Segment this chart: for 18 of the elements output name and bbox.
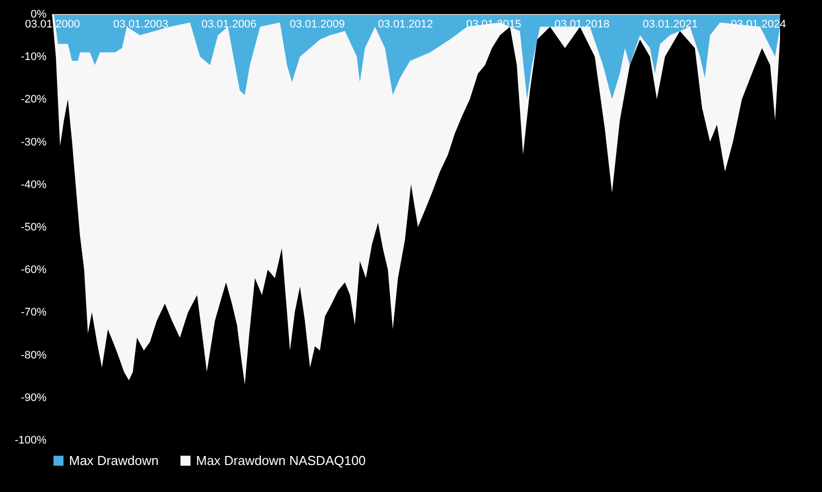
y-tick-label: -50% xyxy=(20,222,47,234)
y-tick-label: -60% xyxy=(20,264,47,276)
y-tick-label: -80% xyxy=(20,349,47,362)
y-tick-label: -40% xyxy=(20,178,47,191)
y-tick-label: -20% xyxy=(20,94,47,106)
y-tick-label: -30% xyxy=(20,136,47,148)
legend-label: Max Drawdown NASDAQ100 xyxy=(196,452,366,468)
y-tick-label: 0% xyxy=(30,8,47,20)
legend-label: Max Drawdown xyxy=(69,452,159,468)
x-tick-label: 03.01.2009 xyxy=(290,18,345,30)
y-tick-label: -70% xyxy=(20,306,47,319)
y-tick-label: -100% xyxy=(14,434,47,446)
y-tick-label: -90% xyxy=(20,392,47,404)
x-tick-label: 03.01.2021 xyxy=(642,18,698,30)
x-tick-label: 03.01.2003 xyxy=(113,18,168,30)
x-tick-label: 03.01.2012 xyxy=(378,18,433,30)
x-tick-label: 03.01.2006 xyxy=(201,18,257,30)
y-tick-label: -10% xyxy=(20,51,47,64)
